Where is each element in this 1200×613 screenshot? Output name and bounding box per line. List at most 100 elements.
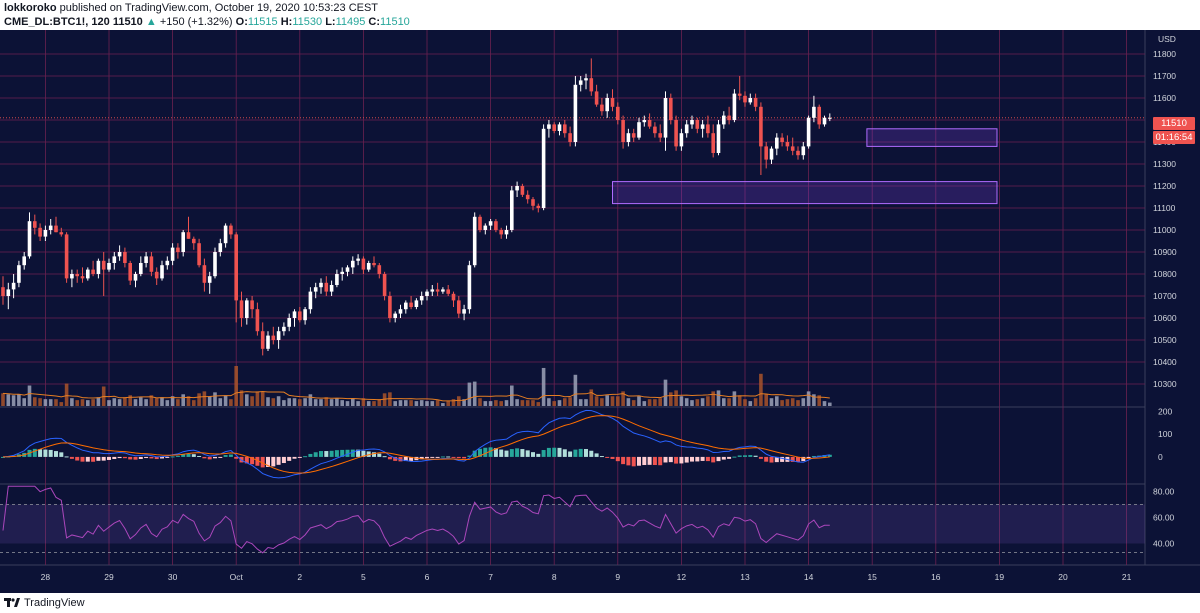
macd-histogram-bar [509, 449, 514, 457]
macd-histogram-bar [266, 456, 270, 467]
volume-bar [22, 398, 26, 406]
candle-body [133, 274, 138, 281]
candle-body [790, 146, 795, 151]
volume-bar [483, 401, 488, 406]
volume-bar [785, 399, 790, 406]
volume-bar [345, 401, 350, 406]
volume-bar [313, 399, 318, 406]
published-text: published on TradingView.com, October 19… [59, 2, 379, 14]
volume-bar [292, 398, 297, 406]
macd-histogram-bar [732, 456, 737, 458]
candle-body [218, 243, 223, 252]
candle-body [229, 225, 233, 235]
candle-body [568, 133, 572, 142]
volume-bar [107, 400, 111, 406]
macd-histogram-bar [165, 456, 170, 458]
price-tick-label: 10600 [1153, 313, 1177, 323]
price-tick-label: 10900 [1153, 247, 1177, 257]
time-tick-label: 7 [488, 572, 493, 582]
candle-body [112, 256, 117, 263]
time-tick-label: 16 [931, 572, 941, 582]
macd-histogram-bar [287, 456, 292, 461]
macd-histogram-bar [440, 456, 445, 458]
candle-body [812, 106, 816, 118]
macd-histogram-bar [753, 455, 758, 457]
candle-body [340, 271, 344, 274]
volume-bar [732, 391, 737, 406]
low-value: 11495 [335, 16, 366, 28]
macd-histogram-bar [260, 456, 265, 468]
macd-histogram-bar [647, 456, 652, 465]
macd-histogram-bar [663, 456, 668, 463]
volume-bar [86, 400, 90, 406]
volume-bar [48, 399, 53, 406]
macd-histogram-bar [631, 456, 636, 467]
chart-area[interactable]: 1180011700116001150011400113001120011100… [0, 30, 1200, 593]
price-tick-label: 10400 [1153, 357, 1177, 367]
candle-body [345, 267, 350, 272]
macd-histogram-bar [430, 456, 435, 458]
candle-body [801, 146, 806, 156]
candle-body [409, 302, 413, 307]
candle-body [154, 271, 159, 279]
time-tick-label: 19 [995, 572, 1005, 582]
candle-body [563, 124, 567, 134]
volume-bar [419, 400, 424, 406]
volume-bar [377, 399, 382, 406]
candle-body [828, 117, 832, 119]
macd-histogram-bar [292, 456, 297, 459]
candle-body [700, 124, 705, 129]
candle-body [488, 221, 493, 226]
macd-histogram-bar [202, 456, 207, 459]
candle-body [213, 252, 217, 277]
volume-bar [711, 391, 715, 406]
candle-body [202, 265, 207, 283]
macd-histogram-bar [234, 456, 239, 459]
candle-body [239, 300, 244, 318]
macd-histogram-bar [361, 450, 366, 457]
candle-body [462, 309, 466, 314]
volume-bar [690, 400, 694, 406]
tradingview-logo-icon [4, 598, 20, 607]
volume-bar [91, 399, 95, 406]
last-price-tag: 11510 [1153, 117, 1195, 130]
candle-body [732, 93, 737, 120]
macd-histogram-bar [223, 455, 228, 457]
candle-body [806, 117, 811, 147]
candle-body [737, 93, 742, 96]
volume-bar [298, 399, 302, 406]
macd-histogram-bar [308, 453, 313, 457]
volume-bar [96, 397, 101, 406]
macd-histogram-bar [637, 456, 641, 466]
candle-body [123, 252, 127, 263]
macd-histogram-bar [138, 456, 143, 459]
candle-body [589, 78, 594, 92]
volume-bar [287, 398, 291, 406]
macd-histogram-bar [366, 451, 371, 457]
macd-histogram-bar [175, 455, 180, 457]
candle-body [796, 150, 800, 156]
volume-bar [817, 395, 821, 406]
candle-body [536, 205, 541, 208]
volume-bar [117, 399, 122, 406]
low-label: L: [325, 16, 336, 28]
candle-body [441, 289, 445, 292]
macd-histogram-bar [281, 456, 286, 464]
volume-bar [806, 391, 811, 406]
candle-body [515, 186, 519, 191]
candle-body [817, 106, 821, 125]
volume-bar [335, 398, 339, 406]
price-chart[interactable]: 1180011700116001150011400113001120011100… [0, 30, 1200, 593]
volume-bar [181, 394, 185, 406]
macd-histogram-bar [334, 450, 339, 457]
symbol-label[interactable]: CME_DL:BTC1!, 120 [4, 16, 110, 28]
candle-body [679, 133, 684, 147]
macd-histogram-bar [197, 455, 202, 457]
volume-bar [398, 400, 403, 406]
author-name[interactable]: lokkoroko [4, 2, 57, 14]
volume-bar [727, 398, 731, 406]
candle-body [684, 124, 689, 134]
macd-histogram-bar [705, 456, 710, 462]
volume-bar [706, 396, 710, 406]
candle-body [223, 225, 228, 244]
